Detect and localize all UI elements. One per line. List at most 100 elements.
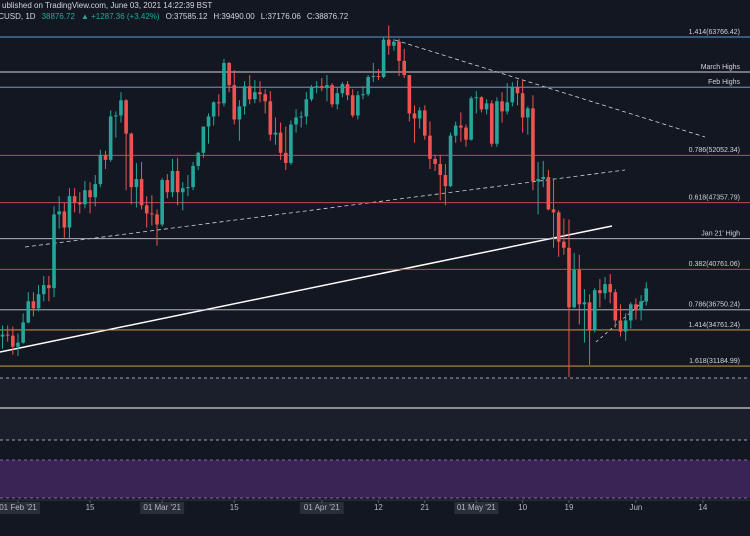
candle-body — [623, 320, 628, 332]
candle-body — [603, 284, 607, 294]
candle-body — [505, 102, 509, 112]
candle-body — [0, 334, 5, 337]
candle-body — [469, 98, 473, 140]
candle-body — [582, 302, 587, 305]
candle-body — [366, 77, 370, 95]
candle-body — [186, 187, 190, 189]
candle-body — [587, 302, 592, 331]
candle-body — [119, 100, 123, 116]
level-label: 1.618(31184.99) — [689, 358, 740, 365]
candle-body — [407, 75, 412, 114]
candle-body — [639, 301, 643, 311]
candle-body — [628, 304, 633, 321]
header-field: ▲ +1287.36 (+3.42%) — [81, 12, 160, 21]
candle-body — [217, 102, 221, 104]
candle-body — [577, 269, 582, 305]
candle-body — [283, 152, 288, 163]
candle-body — [320, 86, 324, 89]
candle-body — [592, 290, 597, 331]
candle-body — [124, 100, 128, 134]
candle-body — [500, 101, 504, 112]
candle-body — [211, 102, 216, 117]
candle-body — [546, 177, 551, 210]
x-tick-label: 14 — [698, 503, 707, 512]
candle-body — [180, 188, 185, 193]
candle-body — [495, 101, 499, 144]
candle-body — [536, 179, 540, 182]
candle-body — [21, 322, 25, 343]
candle-body — [232, 85, 237, 120]
candle-body — [381, 39, 386, 78]
candle-body — [489, 103, 494, 144]
candle-body — [67, 196, 72, 228]
candle-body — [556, 212, 561, 242]
level-label: 1.414(63766.42) — [689, 29, 740, 36]
candle-body — [160, 180, 164, 225]
candle-body — [335, 93, 340, 105]
x-tick-label: 10 — [518, 503, 527, 512]
candle-body — [139, 179, 144, 206]
candle-body — [144, 205, 149, 214]
candle-body — [345, 84, 350, 96]
candle-body — [644, 288, 649, 302]
level-label: 0.786(36750.24) — [689, 302, 740, 309]
x-tick-label: 21 — [420, 503, 429, 512]
header-field: O:37585.12 — [166, 12, 208, 21]
candle-body — [474, 97, 479, 99]
candle-body — [5, 334, 10, 336]
x-tick-label: 15 — [86, 503, 95, 512]
candle-body — [242, 86, 247, 107]
x-tick-label: 01 May '21 — [457, 503, 496, 512]
header: BTCUSD, 1D 38876.72 ▲ +1287.36 (+3.42%) O:3… — [0, 12, 349, 21]
candle-body — [47, 285, 51, 289]
candle-body — [356, 95, 360, 116]
candle-body — [325, 85, 329, 89]
candle-body — [294, 117, 298, 125]
candle-body — [314, 86, 319, 88]
candle-body — [376, 76, 381, 78]
candle-body — [247, 86, 252, 100]
level-label: 0.618(47357.79) — [689, 195, 740, 202]
candle-body — [150, 213, 154, 215]
candle-body — [36, 294, 41, 309]
candle-body — [618, 320, 623, 332]
candle-body — [289, 124, 293, 163]
candle-body — [572, 269, 576, 308]
candle-body — [392, 41, 396, 46]
candle-body — [108, 116, 113, 160]
x-tick-box — [0, 502, 40, 514]
candle-body — [129, 133, 134, 188]
candle-body — [433, 158, 437, 164]
candle-body — [531, 108, 535, 182]
x-tick-box — [140, 502, 185, 514]
header-field: 38876.72 — [42, 12, 76, 21]
candle-body — [57, 211, 61, 215]
candle-body — [62, 211, 67, 228]
candle-body — [114, 115, 118, 117]
candle-body — [170, 170, 175, 193]
candle-body — [634, 304, 638, 311]
candle-body — [448, 135, 453, 187]
candle-body — [83, 190, 87, 205]
level-label: 0.786(52052.34) — [689, 147, 740, 154]
candle-body — [268, 101, 273, 135]
candle-body — [371, 76, 376, 78]
candle-body — [263, 94, 267, 102]
candle-body — [237, 106, 242, 120]
candle-body — [134, 179, 139, 188]
candle-body — [175, 170, 180, 193]
candle-body — [464, 127, 468, 140]
candle-body — [443, 175, 448, 187]
candle-body — [31, 301, 36, 309]
x-tick-label: 19 — [565, 503, 574, 512]
candle-body — [608, 284, 612, 293]
x-tick-label: 01 Apr '21 — [304, 503, 340, 512]
candle-body — [484, 103, 489, 110]
candle-body — [525, 108, 530, 118]
candle-body — [350, 95, 355, 116]
x-tick-label: 01 Mar '21 — [143, 503, 181, 512]
candle-body — [428, 135, 432, 159]
candle-body — [258, 92, 262, 95]
candle-body — [330, 85, 334, 105]
